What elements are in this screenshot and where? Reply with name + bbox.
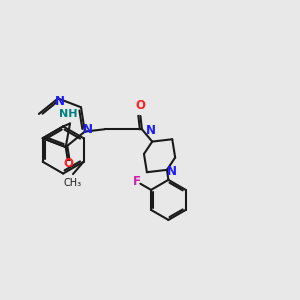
- Text: N: N: [146, 124, 156, 137]
- Text: O: O: [135, 99, 146, 112]
- Text: O: O: [63, 157, 73, 170]
- Text: N: N: [55, 95, 64, 109]
- Text: N: N: [167, 165, 177, 178]
- Text: N: N: [83, 123, 93, 136]
- Text: NH: NH: [59, 109, 78, 119]
- Text: F: F: [133, 175, 141, 188]
- Text: CH₃: CH₃: [63, 178, 82, 188]
